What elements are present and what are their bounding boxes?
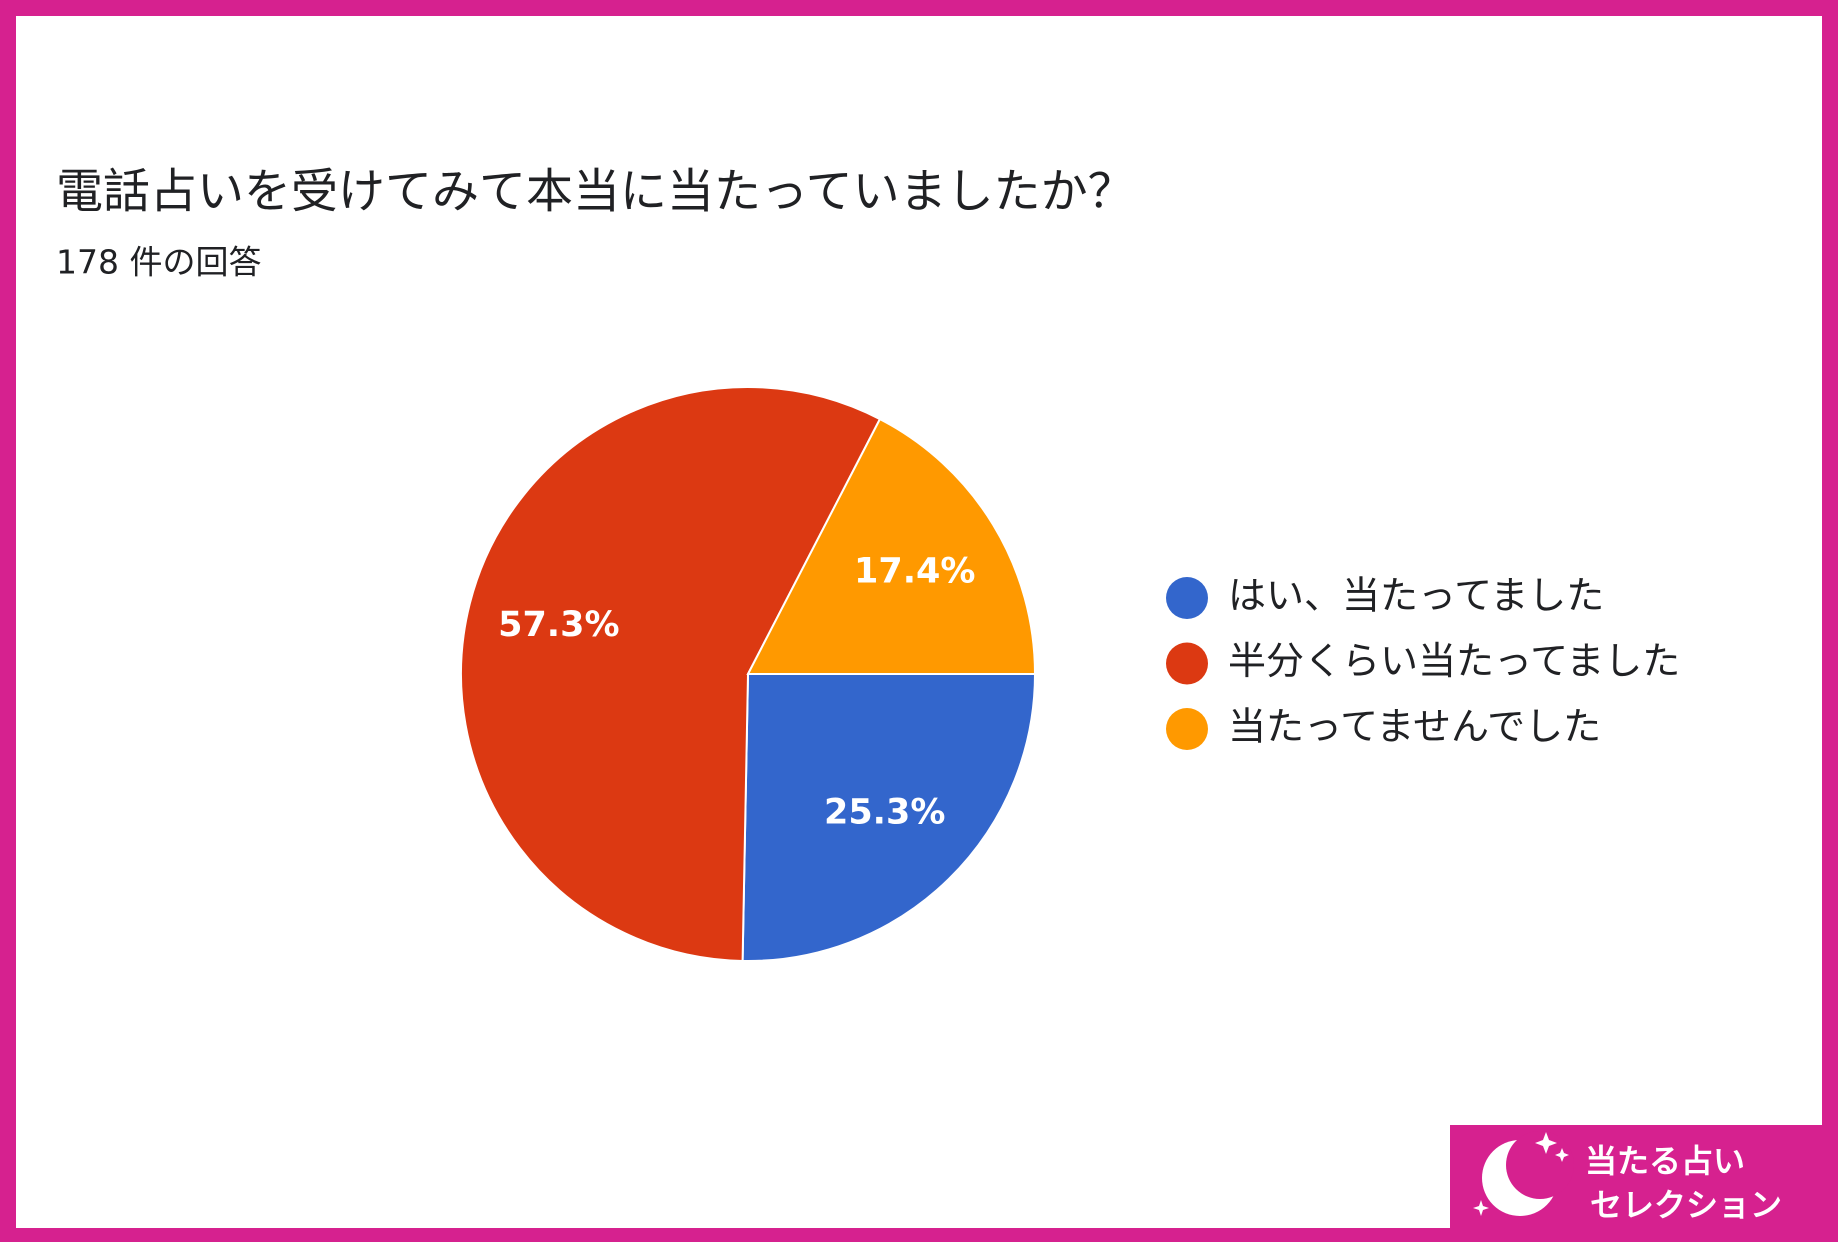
chart-subtitle: 178 件の回答 xyxy=(56,243,261,282)
value-label: 25.3% xyxy=(824,792,945,832)
value-label: 57.3% xyxy=(498,605,619,645)
value-label: 17.4% xyxy=(854,552,975,592)
moon-cut xyxy=(1506,1131,1574,1199)
logo-text: セレクション xyxy=(1590,1186,1782,1224)
star xyxy=(1535,1132,1557,1154)
pie-slice xyxy=(746,417,1037,675)
legend-marker xyxy=(1166,708,1208,750)
legend-label: 当たってませんでした xyxy=(1228,705,1601,749)
chart-title: 電話占いを受けてみて本当に当たっていましたか？ xyxy=(56,165,1135,220)
pie-slice xyxy=(460,386,882,962)
pie: 25.3% 57.3% 17.4% xyxy=(460,386,1037,962)
legend-marker xyxy=(1166,577,1208,619)
legend-marker xyxy=(1166,642,1208,685)
legend-label: はい、当たってました xyxy=(1228,574,1604,618)
star xyxy=(1473,1200,1489,1216)
logo: 当たる占い セレクション xyxy=(1450,1125,1826,1228)
star xyxy=(1555,1148,1569,1162)
pie-slice xyxy=(741,673,1037,962)
legend-label: 半分くらい当たってました xyxy=(1228,639,1680,683)
logo-text: 当たる占い xyxy=(1585,1142,1745,1180)
